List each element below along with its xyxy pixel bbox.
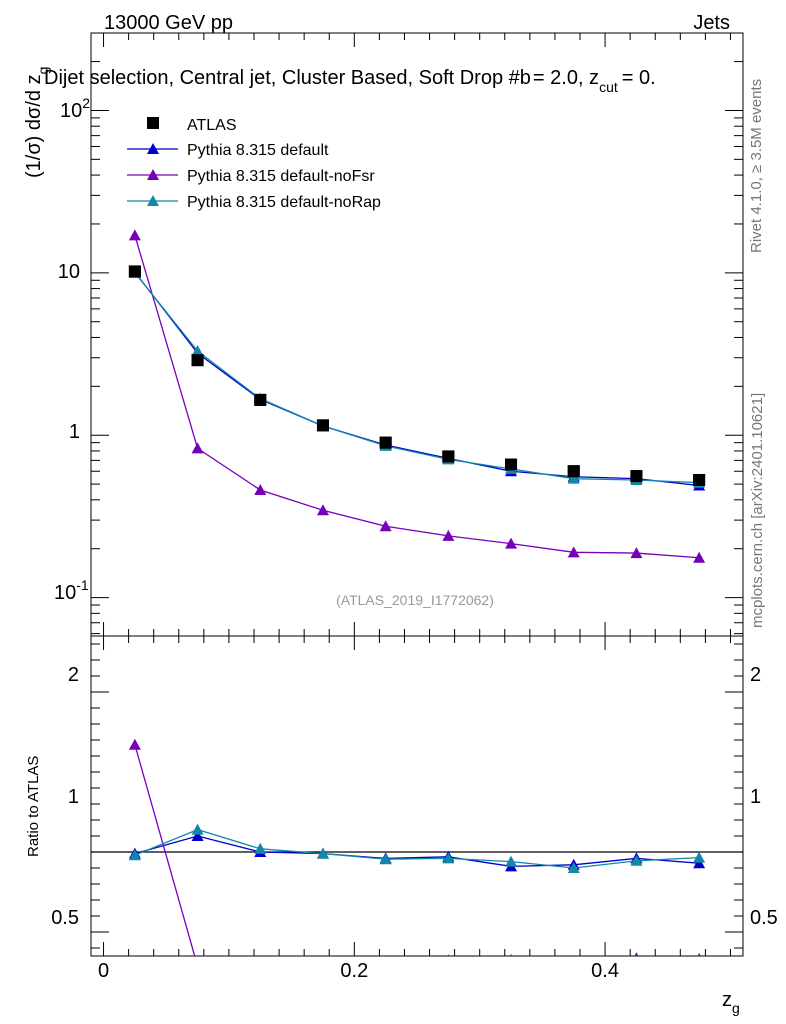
analysis-id-label: (ATLAS_2019_I1772062)	[336, 592, 494, 608]
x-axis-title: zg	[722, 989, 740, 1016]
ratio-point	[634, 952, 639, 956]
main-y-tick-label-1: 1	[69, 421, 80, 443]
main-y-tick-label-0-1: 10-1	[54, 577, 89, 604]
ratio-point	[509, 953, 513, 956]
ratio-series-pythia-8-315-default-norap	[128, 823, 706, 873]
ratio-point	[379, 853, 392, 865]
ratio-y-tick-label-1: 1	[68, 786, 79, 808]
ratio-point	[697, 952, 701, 956]
selection-text: Dijet selection, Central jet, Cluster Ba…	[44, 67, 656, 95]
series-point	[191, 345, 204, 357]
ratio-point	[316, 847, 329, 859]
legend-norap-marker	[147, 195, 159, 206]
series-point	[254, 483, 267, 495]
series-point	[630, 547, 643, 559]
series-point	[567, 546, 580, 558]
ratio-point	[380, 957, 392, 968]
category-label: Jets	[693, 12, 730, 34]
ratio-y-tick-label-right-0-5: 0.5	[750, 907, 778, 929]
x-tick-label-0: 0	[98, 960, 109, 982]
legend-nofsr-label: Pythia 8.315 default-noFsr	[187, 168, 375, 185]
atlas-data-point	[505, 458, 518, 471]
ratio-point	[442, 852, 455, 864]
atlas-data-point	[630, 470, 643, 483]
ratio-series-layer	[91, 738, 743, 972]
ratio-point	[567, 862, 580, 873]
legend-nofsr-marker	[147, 169, 159, 180]
series-point	[693, 551, 706, 563]
energy-label: 13000 GeV pp	[104, 12, 233, 34]
series-line	[134, 235, 700, 559]
atlas-data-point	[567, 465, 580, 478]
ratio-plot-frame	[90, 635, 744, 957]
ratio-line	[134, 828, 700, 869]
main-axis-ticks	[91, 32, 743, 636]
series-point	[379, 520, 392, 532]
main-y-axis-title: (1/σ) dσ/d zg	[23, 67, 51, 178]
ratio-point	[630, 854, 643, 866]
atlas-data-point	[254, 393, 267, 406]
series-point	[316, 504, 329, 516]
ratio-y-tick-label-2: 2	[68, 664, 79, 686]
atlas-data-point	[693, 473, 706, 486]
atlas-data-point	[379, 436, 392, 449]
legend-atlas-marker	[147, 117, 159, 129]
ratio-point	[192, 960, 204, 971]
series-point	[567, 472, 580, 484]
ratio-point	[505, 855, 518, 867]
ratio-point	[573, 955, 575, 956]
ratio-point	[128, 849, 141, 861]
series-pythia-8-315-default	[128, 266, 706, 491]
ratio-point	[693, 857, 706, 869]
ratio-y-tick-label-right-1: 1	[750, 786, 761, 808]
legend-atlas-label: ATLAS	[187, 117, 237, 134]
series-line	[134, 272, 700, 484]
legend-default-marker	[147, 143, 159, 154]
ratio-y-axis-title: Ratio to ATLAS	[25, 756, 42, 857]
main-y-tick-label-10: 10	[58, 261, 80, 283]
series-point	[128, 229, 141, 241]
ratio-line	[134, 744, 196, 956]
mcplots-label: mcplots.cern.ch [arXiv:2401.10621]	[749, 393, 766, 628]
atlas-data-point	[316, 419, 329, 432]
ratio-series-pythia-8-315-default-nofsr	[128, 738, 701, 972]
series-point	[505, 537, 518, 549]
rivet-version-label: Rivet 4.1.0, ≥ 3.5M events	[748, 79, 765, 253]
atlas-data-point	[442, 450, 455, 463]
ratio-point	[693, 851, 706, 863]
ratio-point	[128, 738, 141, 750]
atlas-points-top	[128, 265, 706, 486]
series-point	[191, 442, 204, 454]
legend-norap-label: Pythia 8.315 default-noRap	[187, 194, 381, 211]
ratio-point	[254, 961, 266, 972]
series-point	[442, 529, 455, 541]
series-pythia-8-315-default-norap	[128, 266, 706, 488]
x-tick-label-0-4: 0.4	[591, 960, 619, 982]
atlas-data-point	[128, 265, 141, 278]
ratio-point	[191, 823, 204, 835]
series-line	[134, 271, 700, 487]
legend: ATLAS Pythia 8.315 default Pythia 8.315 …	[127, 117, 381, 211]
ratio-point	[447, 954, 450, 956]
ratio-y-tick-label-0-5: 0.5	[51, 907, 79, 929]
ratio-axis-ticks	[91, 636, 743, 956]
ratio-point	[254, 842, 267, 854]
ratio-series-pythia-8-315-default	[128, 830, 706, 872]
ratio-y-tick-label-right-2: 2	[750, 664, 761, 686]
main-series-layer	[128, 229, 706, 563]
ratio-point	[191, 830, 204, 841]
legend-default-label: Pythia 8.315 default	[187, 142, 329, 159]
ratio-point	[317, 958, 329, 969]
ratio-line	[134, 835, 700, 868]
atlas-data-point	[191, 354, 204, 367]
series-pythia-8-315-default-nofsr	[128, 229, 706, 563]
x-tick-label-0-2: 0.2	[340, 960, 368, 982]
main-y-tick-label-100: 102	[60, 95, 90, 122]
